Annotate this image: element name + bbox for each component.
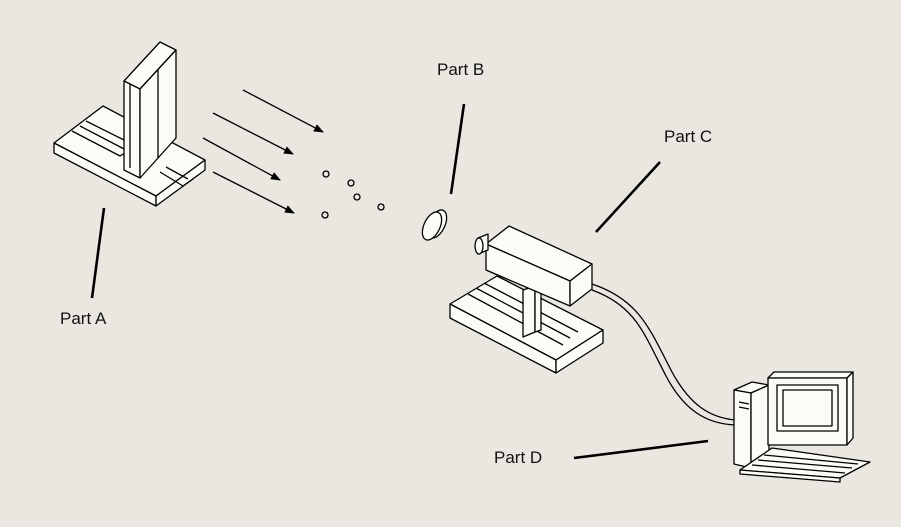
flux-arrow (212, 112, 294, 155)
cable (591, 283, 737, 421)
flux-arrow (212, 171, 295, 214)
part-b-label: Part B (437, 60, 485, 79)
part-a-label: Part A (60, 309, 107, 328)
part-c-label: Part C (664, 127, 713, 146)
part-c-leader (595, 161, 661, 233)
particle (321, 211, 329, 219)
part-d-computer (733, 371, 871, 483)
flux-arrow (202, 137, 281, 181)
part-b-leader (449, 103, 466, 195)
flux-arrows (202, 89, 324, 214)
particle (347, 179, 355, 187)
particle (353, 193, 361, 201)
part-c-detector (449, 225, 604, 374)
part-a-emitter (53, 41, 206, 207)
part-a-leader (90, 207, 106, 299)
particle (322, 170, 330, 178)
particles (321, 170, 385, 219)
part-b-lens (421, 209, 448, 241)
particle (377, 203, 385, 211)
cable-edge (591, 289, 737, 426)
part-d-leader (573, 439, 709, 460)
part-d-label: Part D (494, 448, 543, 467)
flux-arrow (242, 89, 324, 133)
